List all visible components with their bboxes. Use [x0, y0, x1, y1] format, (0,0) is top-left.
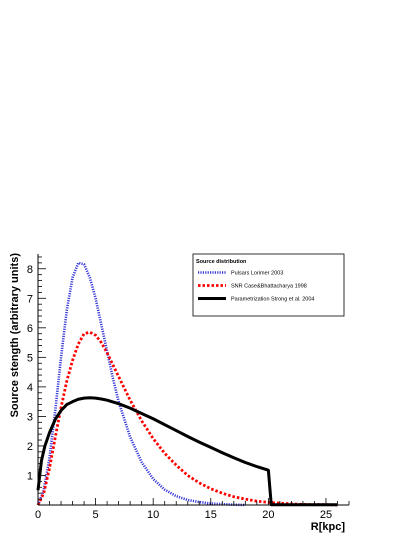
x-tick-label: 0 — [35, 509, 41, 521]
series-layer — [36, 261, 338, 507]
x-axis-title: R[kpc] — [311, 521, 346, 533]
y-tick-label: 8 — [27, 264, 33, 276]
x-tick-label: 20 — [262, 509, 274, 521]
legend: Source distribution Pulsars Lorimer 2003… — [192, 253, 345, 317]
series-line-2 — [36, 396, 338, 507]
y-axis-title: Source stength (arbitrary units) — [9, 253, 21, 418]
y-tick-label: 1 — [27, 470, 33, 482]
y-tick-label: 5 — [27, 352, 33, 364]
series-line-1 — [36, 330, 338, 507]
legend-label-pulsars: Pulsars Lorimer 2003 — [231, 271, 283, 277]
y-tick-label: 3 — [27, 411, 33, 423]
y-tick-label: 6 — [27, 323, 33, 335]
legend-label-snr: SNR Case&Bhattacharya 1998 — [231, 284, 307, 290]
y-tick-label: 4 — [27, 382, 33, 394]
series-line-0 — [36, 261, 246, 507]
legend-label-strong: Parametrization Strong et al. 2004 — [231, 297, 314, 303]
x-tick-label: 25 — [320, 509, 332, 521]
x-tick-label: 15 — [205, 509, 217, 521]
axes-layer: 0 5 10 15 20 25 1 2 3 4 5 6 7 8 — [27, 254, 350, 521]
y-tick-label: 2 — [27, 441, 33, 453]
legend-title: Source distribution — [196, 259, 247, 265]
x-tick-label: 5 — [93, 509, 99, 521]
y-tick-label: 7 — [27, 293, 33, 305]
x-tick-label: 10 — [147, 509, 159, 521]
